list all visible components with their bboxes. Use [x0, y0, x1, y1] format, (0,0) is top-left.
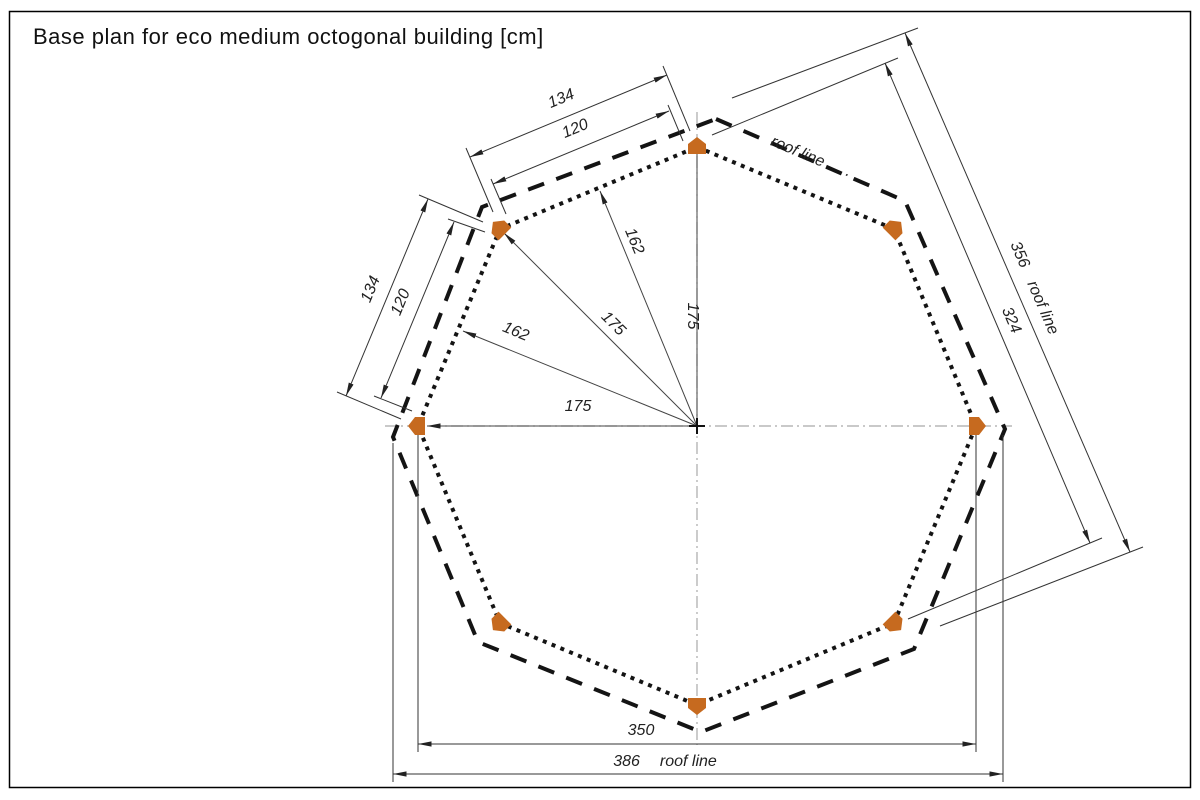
sheet-border	[8, 10, 1192, 789]
post-marker-left	[408, 417, 425, 435]
dim-label-left-outer: 134	[358, 274, 384, 305]
dimension-labels: 134 120 134 120 162 175 175 162 175 356r…	[358, 86, 1062, 770]
dim-label-wall-across: 324	[998, 305, 1024, 336]
dim-label-top-outer: 134	[546, 86, 577, 112]
dim-label-apothem-left: 162	[500, 319, 531, 345]
dim-label-radius-vertical: 175	[684, 303, 701, 330]
extension-lines	[336, 27, 1144, 782]
page-title: Base plan for eco medium octogonal build…	[33, 24, 544, 49]
center-cross	[689, 418, 705, 434]
roof-line-edge-dot: .	[843, 163, 854, 180]
dim-label-bottom-wall: 350	[628, 722, 655, 739]
dim-label-radius-diagonal: 175	[598, 308, 629, 339]
post-marker-bottom	[688, 698, 706, 715]
post-marker-bottom-right	[882, 611, 903, 632]
radial-dimension-lines	[427, 152, 705, 434]
dim-line-wall-across	[884, 62, 1091, 544]
dim-line-roof-across	[904, 32, 1131, 553]
dim-label-top-inner: 120	[560, 116, 591, 142]
post-marker-right	[969, 417, 986, 435]
dim-label-bottom-roof: 386 roof line	[613, 753, 717, 770]
dim-label-left-inner: 120	[388, 287, 414, 318]
dim-line-left-edge-inner	[380, 221, 455, 399]
post-marker-top-left	[491, 220, 512, 241]
post-markers	[408, 137, 986, 715]
dimension-lines	[345, 32, 1131, 777]
roof-line-edge-label: roof line	[768, 133, 827, 171]
dim-label-radius-horizontal: 175	[565, 398, 592, 415]
post-marker-top	[688, 137, 706, 154]
apothem-line-left	[462, 330, 698, 427]
post-marker-top-right	[882, 220, 903, 241]
dim-line-top-edge-inner	[492, 110, 670, 185]
post-marker-bottom-left	[491, 611, 512, 632]
radius-line-diagonal	[503, 232, 698, 427]
apothem-line-upper	[599, 190, 698, 427]
